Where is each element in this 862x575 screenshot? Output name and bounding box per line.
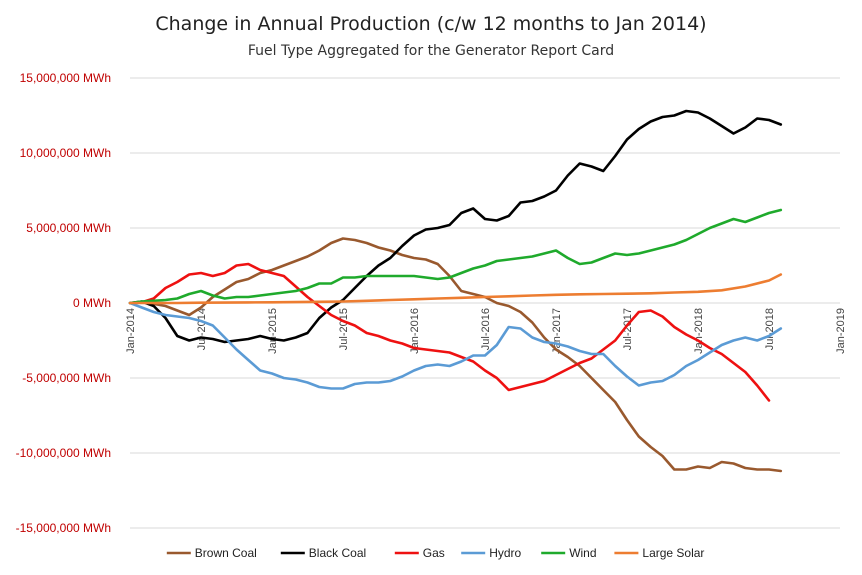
x-tick-label: Jan-2016	[409, 308, 421, 354]
legend-label: Black Coal	[309, 546, 366, 560]
x-tick-label: Jan-2015	[267, 308, 279, 354]
series-line-black-coal	[128, 109, 783, 344]
y-tick-label: 15,000,000 MWh	[20, 71, 111, 85]
legend-label: Brown Coal	[195, 546, 257, 560]
x-tick-label: Jan-2018	[693, 308, 705, 354]
x-tick-label: Jul-2018	[764, 308, 776, 350]
series-line-gas	[128, 262, 771, 402]
y-tick-label: 5,000,000 MWh	[26, 221, 111, 235]
series-line-hydro	[128, 301, 783, 390]
legend-label: Large Solar	[642, 546, 704, 560]
series-line-brown-coal	[128, 237, 783, 473]
x-tick-label: Jul-2015	[338, 308, 350, 350]
chart-title: Change in Annual Production (c/w 12 mont…	[155, 13, 706, 35]
x-tick-label: Jan-2019	[835, 308, 847, 354]
legend-label: Wind	[569, 546, 596, 560]
series-line-wind	[128, 208, 783, 305]
chart-subtitle: Fuel Type Aggregated for the Generator R…	[248, 43, 614, 59]
x-tick-label: Jul-2016	[480, 308, 492, 350]
x-tick-label: Jul-2014	[196, 308, 208, 350]
legend-label: Hydro	[489, 546, 521, 560]
y-tick-label: -10,000,000 MWh	[16, 446, 111, 460]
y-tick-label: -15,000,000 MWh	[16, 521, 111, 535]
legend-label: Gas	[423, 546, 445, 560]
y-tick-label: 10,000,000 MWh	[20, 146, 111, 160]
x-tick-label: Jan-2014	[125, 308, 137, 354]
y-axis-ticks: 15,000,000 MWh 10,000,000 MWh 5,000,000 MW…	[16, 71, 111, 535]
series-line-large-solar	[128, 273, 783, 305]
legend: Brown Coal Black Coal Gas Hydro Wind Large So…	[166, 546, 704, 560]
x-tick-label: Jul-2017	[622, 308, 634, 350]
y-tick-label: 0 MWh	[73, 296, 111, 310]
y-tick-label: -5,000,000 MWh	[22, 371, 111, 385]
series-lines	[128, 109, 783, 473]
